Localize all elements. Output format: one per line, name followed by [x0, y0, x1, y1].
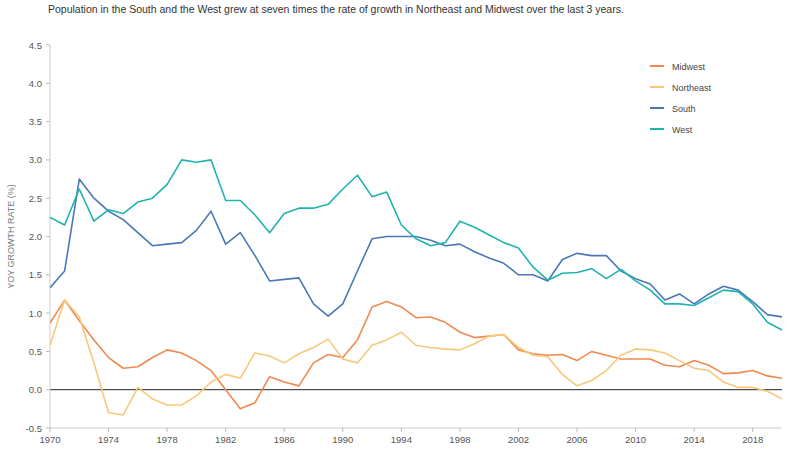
x-tick [635, 428, 636, 432]
x-tick [342, 428, 343, 432]
x-tick [50, 428, 51, 432]
chart-svg: -0.5 0.0 0.5 1.0 1.5 2.0 2.5 3.0 3.5 4.0 4.5 1970 19… [0, 0, 799, 450]
y-tick-label: 4.5 [29, 40, 42, 51]
x-tick [459, 428, 460, 432]
y-tick-label: 3.5 [29, 116, 42, 127]
zero-line [50, 389, 782, 390]
x-tick [401, 428, 402, 432]
y-tick [46, 274, 50, 275]
legend-swatch [650, 65, 664, 67]
x-tick-label: 1982 [215, 434, 236, 445]
x-tick-label: 2006 [566, 434, 587, 445]
y-tick [46, 198, 50, 199]
y-tick [46, 351, 50, 352]
y-tick [46, 121, 50, 122]
y-tick [46, 45, 50, 46]
y-tick [46, 159, 50, 160]
x-tick [284, 428, 285, 432]
legend-swatch [650, 86, 664, 88]
y-tick [46, 236, 50, 237]
x-tick [225, 428, 226, 432]
x-tick-label: 1994 [391, 434, 412, 445]
legend-swatch [650, 128, 664, 130]
legend-label: West [672, 125, 693, 135]
legend-label: Midwest [672, 62, 706, 72]
x-tick [108, 428, 109, 432]
y-axis-line [50, 45, 51, 428]
x-tick-label: 1998 [449, 434, 470, 445]
x-tick [167, 428, 168, 432]
series-line [50, 179, 782, 317]
legend-swatch [650, 107, 664, 109]
legend-label: South [672, 104, 696, 114]
y-tick-label: 1.0 [29, 308, 42, 319]
y-tick [46, 313, 50, 314]
x-tick [752, 428, 753, 432]
x-tick-label: 1986 [274, 434, 295, 445]
x-tick-label: 1970 [39, 434, 60, 445]
plot-lines [50, 160, 782, 415]
x-tick-label: 2014 [684, 434, 705, 445]
x-tick-label: 1978 [157, 434, 178, 445]
y-tick-label: 2.5 [29, 193, 42, 204]
chart-root: Population in the South and the West gre… [0, 0, 799, 450]
legend-label: Northeast [672, 83, 712, 93]
x-tick-label: 2018 [742, 434, 763, 445]
title: Population in the South and the West gre… [48, 3, 648, 15]
x-tick [694, 428, 695, 432]
y-tick-label: 3.0 [29, 154, 42, 165]
y-tick-label: 1.5 [29, 269, 42, 280]
legend: Midwest Northeast South West [650, 62, 712, 135]
y-tick [46, 389, 50, 390]
y-tick-label: 2.0 [29, 231, 42, 242]
series-line [50, 300, 782, 415]
y-tick-label: 0.0 [29, 384, 42, 395]
x-tick-label: 2010 [625, 434, 646, 445]
x-tick-label: 1990 [332, 434, 353, 445]
x-tick-label: 1974 [98, 434, 119, 445]
x-tick [577, 428, 578, 432]
y-tick-label: 0.5 [29, 346, 42, 357]
y-tick [46, 83, 50, 84]
x-tick [518, 428, 519, 432]
x-axis-line [50, 428, 782, 429]
series-line [50, 300, 782, 409]
y-tick-label: -0.5 [26, 423, 42, 434]
x-tick-label: 2002 [508, 434, 529, 445]
series-line [50, 160, 782, 330]
y-axis-title: YOY GROWTH RATE (%) [6, 184, 16, 289]
y-tick-label: 4.0 [29, 78, 42, 89]
y-tick [46, 428, 50, 429]
